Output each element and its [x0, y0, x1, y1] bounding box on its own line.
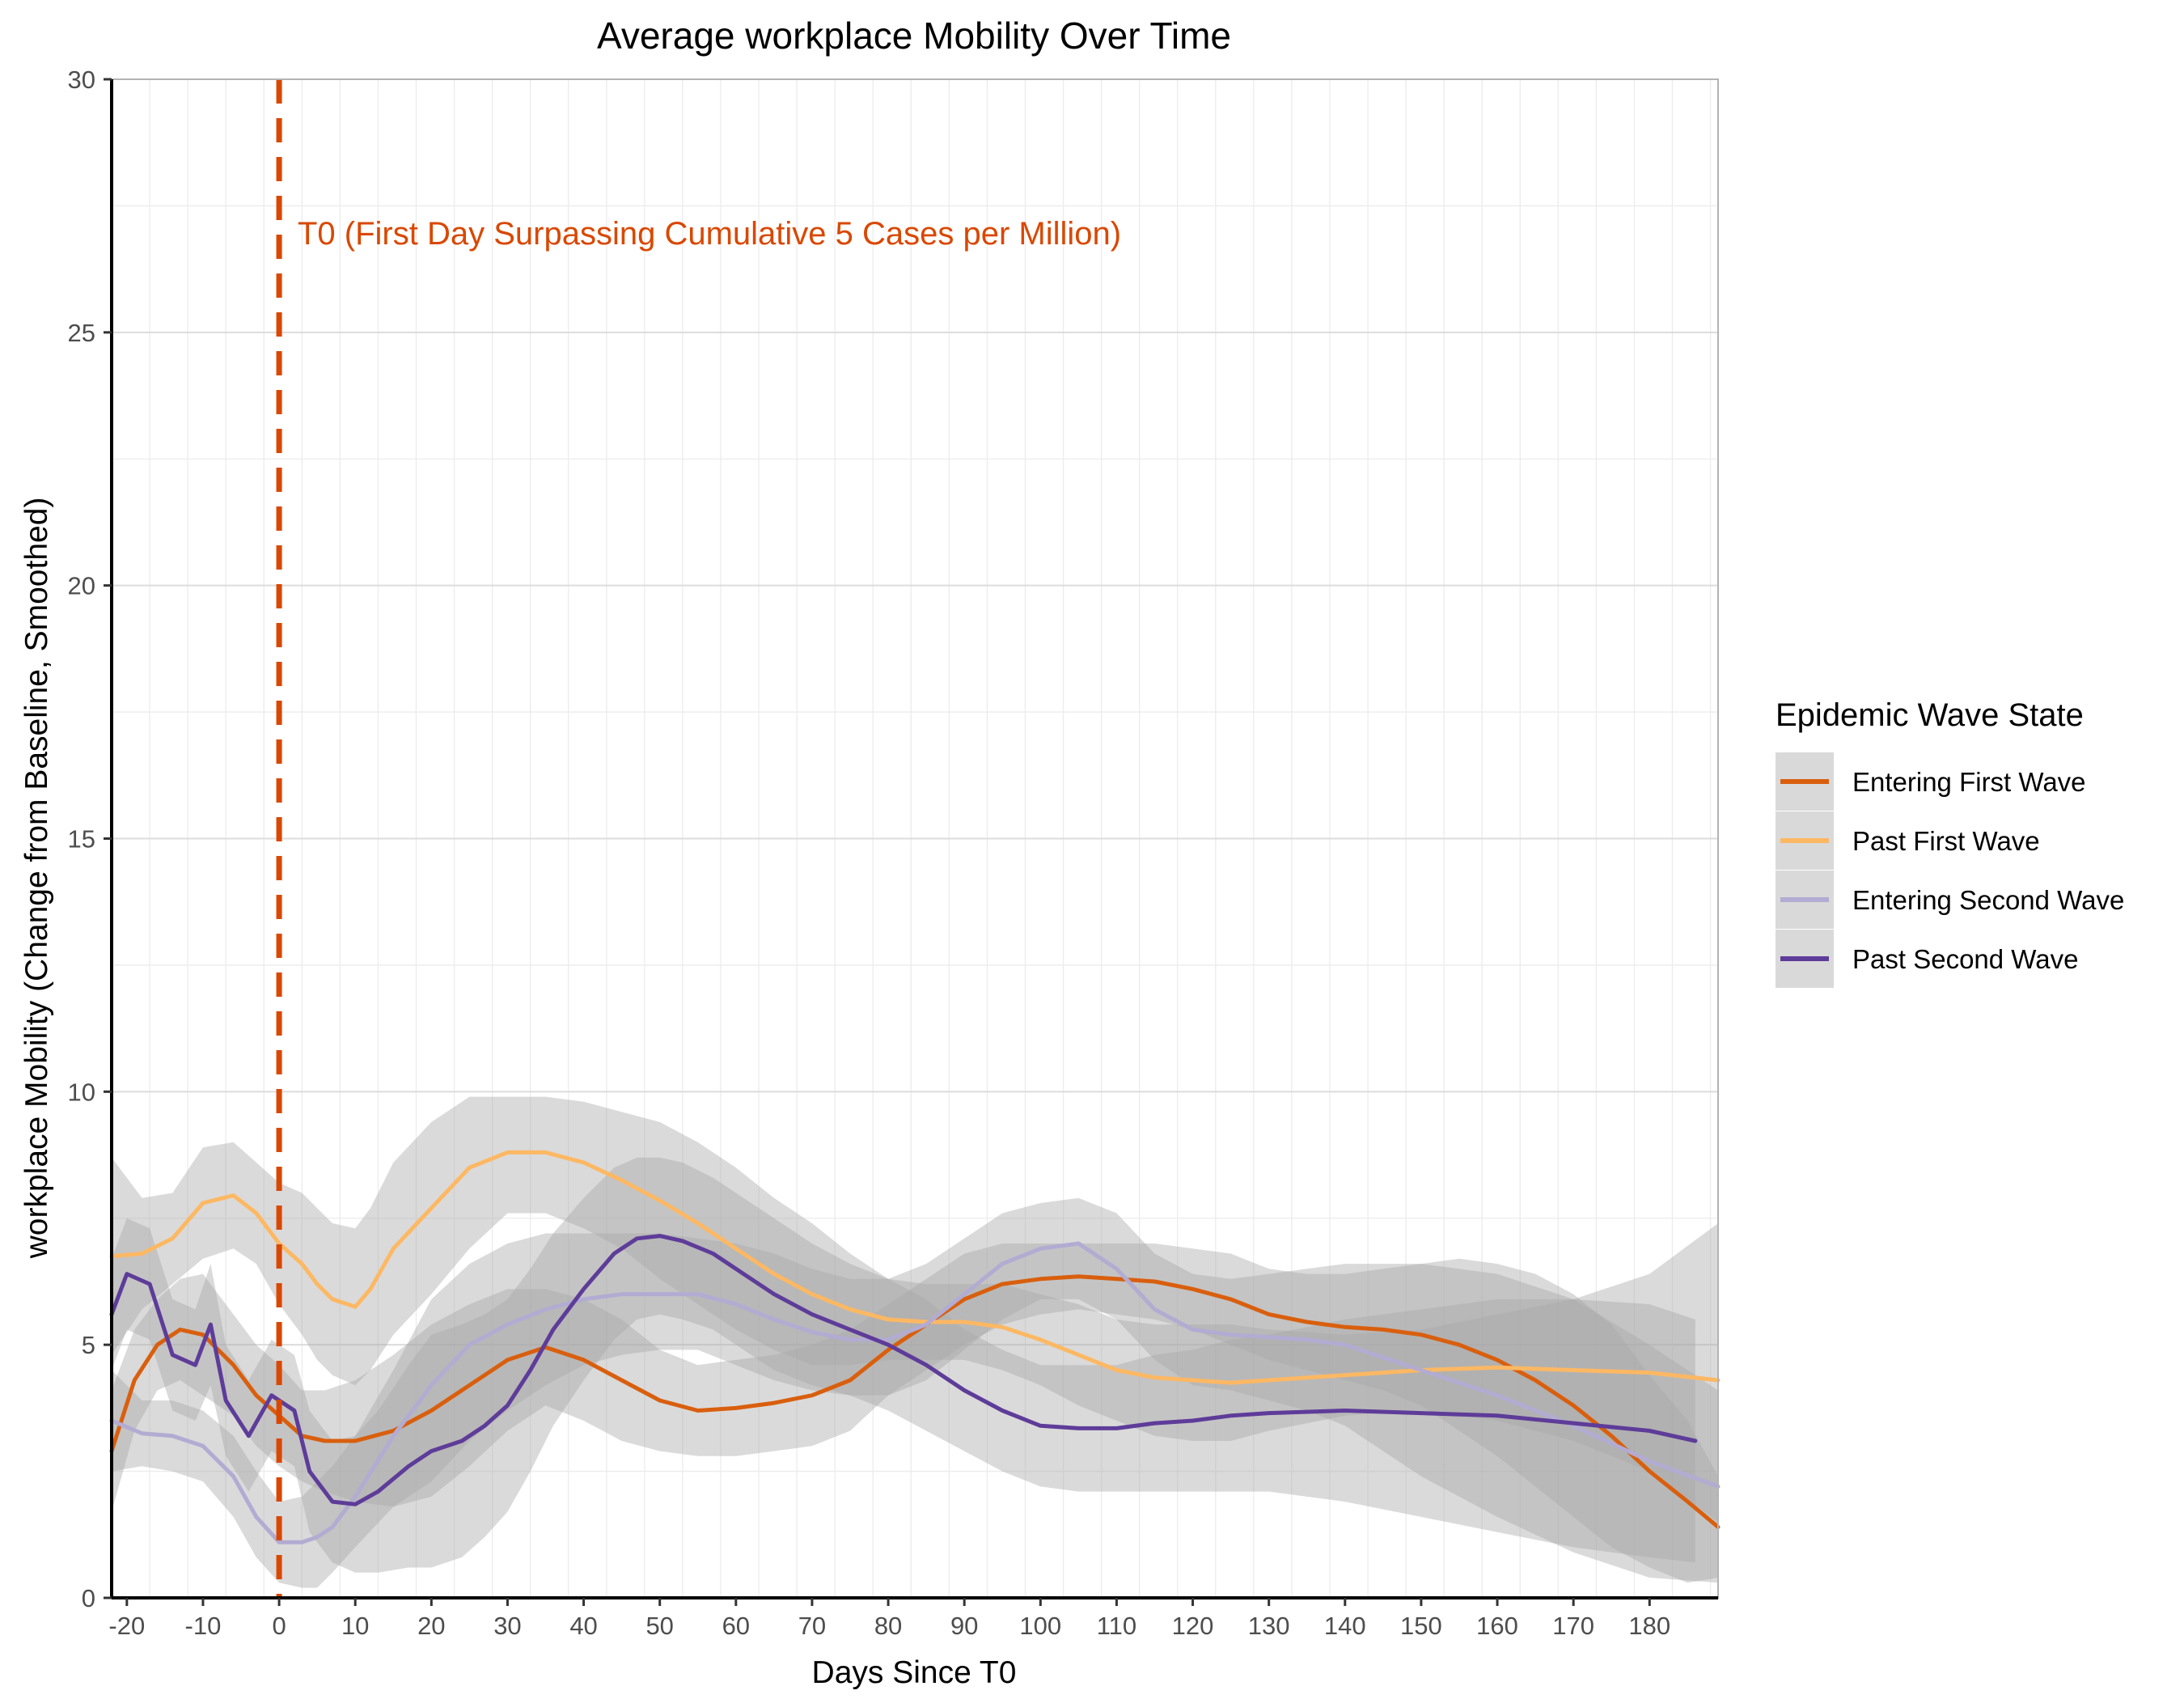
t0-annotation: T0 (First Day Surpassing Cumulative 5 Ca…	[298, 216, 1121, 252]
x-tick-label: 80	[874, 1612, 902, 1640]
y-tick-label: 20	[68, 572, 95, 600]
x-tick-label: 110	[1097, 1612, 1136, 1640]
x-tick-label: -10	[185, 1612, 222, 1640]
legend-title: Epidemic Wave State	[1776, 697, 2084, 733]
y-tick-label: 0	[82, 1584, 95, 1612]
x-tick-label: 60	[722, 1612, 750, 1640]
x-tick-label: 100	[1019, 1612, 1061, 1640]
x-tick-label: 50	[645, 1612, 673, 1640]
series-lines	[109, 1150, 1721, 1544]
x-tick-label: 0	[272, 1612, 286, 1640]
legend-label: Entering First Wave	[1852, 767, 2086, 797]
x-axis-title: Days Since T0	[812, 1655, 1017, 1690]
y-tick-label: 10	[68, 1078, 95, 1106]
x-tick-label: 130	[1248, 1612, 1290, 1640]
series-line-1	[109, 1274, 1721, 1529]
legend-label: Entering Second Wave	[1852, 885, 2124, 915]
legend-label: Past First Wave	[1852, 826, 2040, 856]
axis-ticks: -20 -10 0 10 20 30 40 50 60 70 80 90 100 110 120 130 140…	[68, 66, 1671, 1640]
series-line-4	[109, 1234, 1698, 1506]
y-tick-label: 25	[68, 319, 95, 347]
x-tick-label: 140	[1324, 1612, 1366, 1640]
legend-label: Past Second Wave	[1852, 944, 2078, 974]
ribbon-1	[112, 1244, 1718, 1583]
y-tick-label: 15	[68, 825, 95, 854]
x-tick-label: 70	[798, 1612, 826, 1640]
series-line-3	[109, 1241, 1721, 1544]
x-tick-label: 170	[1552, 1612, 1594, 1640]
x-tick-label: 180	[1628, 1612, 1670, 1640]
x-tick-label: 10	[341, 1612, 369, 1640]
x-tick-label: 90	[950, 1612, 978, 1640]
ribbon-3	[112, 1197, 1718, 1588]
confidence-ribbons	[112, 1096, 1718, 1588]
ribbon-2	[112, 1096, 1718, 1523]
legend: Epidemic Wave State Entering First Wave P…	[1776, 697, 2124, 988]
y-axis-title: workplace Mobility (Change from Baseline…	[19, 498, 54, 1260]
x-tick-label: 150	[1400, 1612, 1442, 1640]
y-tick-label: 5	[82, 1331, 95, 1359]
ribbon-4	[112, 1157, 1695, 1573]
x-tick-label: 160	[1476, 1612, 1518, 1640]
x-tick-label: 40	[569, 1612, 597, 1640]
y-tick-label: 30	[68, 66, 95, 94]
x-tick-label: 30	[493, 1612, 521, 1640]
chart-title: Average workplace Mobility Over Time	[597, 15, 1231, 57]
series-line-2	[109, 1150, 1721, 1385]
x-tick-label: 20	[417, 1612, 445, 1640]
x-tick-label: -20	[108, 1612, 145, 1640]
x-tick-label: 120	[1172, 1612, 1214, 1640]
